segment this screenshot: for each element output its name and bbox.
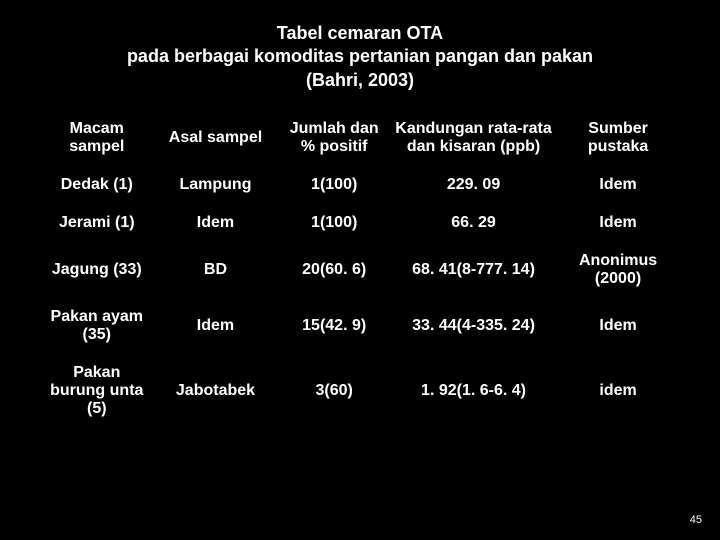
cell: 33. 44(4-335. 24) (391, 298, 556, 354)
slide-title: Tabel cemaran OTA pada berbagai komodita… (0, 0, 720, 92)
cell: 20(60. 6) (277, 242, 391, 298)
cell: 3(60) (277, 354, 391, 428)
cell: BD (154, 242, 278, 298)
col-header-sumber: Sumber pustaka (556, 110, 680, 166)
table-row: Dedak (1) Lampung 1(100) 229. 09 Idem (40, 166, 680, 204)
cell: Dedak (1) (40, 166, 154, 204)
table-row: Jerami (1) Idem 1(100) 66. 29 Idem (40, 204, 680, 242)
col-header-kandungan: Kandungan rata-rata dan kisaran (ppb) (391, 110, 556, 166)
cell: Jagung (33) (40, 242, 154, 298)
cell: Lampung (154, 166, 278, 204)
cell: Idem (556, 204, 680, 242)
cell: Idem (154, 204, 278, 242)
page-number: 45 (690, 514, 702, 526)
col-header-asal: Asal sampel (154, 110, 278, 166)
ota-table: Macam sampel Asal sampel Jumlah dan % po… (40, 110, 680, 428)
cell: 229. 09 (391, 166, 556, 204)
cell: Anonimus (2000) (556, 242, 680, 298)
cell: Jabotabek (154, 354, 278, 428)
col-header-macam: Macam sampel (40, 110, 154, 166)
table-header-row: Macam sampel Asal sampel Jumlah dan % po… (40, 110, 680, 166)
cell: Idem (556, 166, 680, 204)
title-line-1: Tabel cemaran OTA (60, 22, 660, 45)
title-line-3: (Bahri, 2003) (60, 69, 660, 92)
cell: Idem (556, 298, 680, 354)
cell: 1(100) (277, 166, 391, 204)
cell: 68. 41(8-777. 14) (391, 242, 556, 298)
slide: Tabel cemaran OTA pada berbagai komodita… (0, 0, 720, 540)
cell: Jerami (1) (40, 204, 154, 242)
table-row: Pakan ayam (35) Idem 15(42. 9) 33. 44(4-… (40, 298, 680, 354)
cell: Pakan ayam (35) (40, 298, 154, 354)
cell: Idem (154, 298, 278, 354)
cell: idem (556, 354, 680, 428)
cell: 15(42. 9) (277, 298, 391, 354)
cell: 1. 92(1. 6-6. 4) (391, 354, 556, 428)
table-row: Pakan burung unta (5) Jabotabek 3(60) 1.… (40, 354, 680, 428)
cell: 1(100) (277, 204, 391, 242)
cell: Pakan burung unta (5) (40, 354, 154, 428)
table-row: Jagung (33) BD 20(60. 6) 68. 41(8-777. 1… (40, 242, 680, 298)
title-line-2: pada berbagai komoditas pertanian pangan… (60, 45, 660, 68)
col-header-jumlah: Jumlah dan % positif (277, 110, 391, 166)
cell: 66. 29 (391, 204, 556, 242)
